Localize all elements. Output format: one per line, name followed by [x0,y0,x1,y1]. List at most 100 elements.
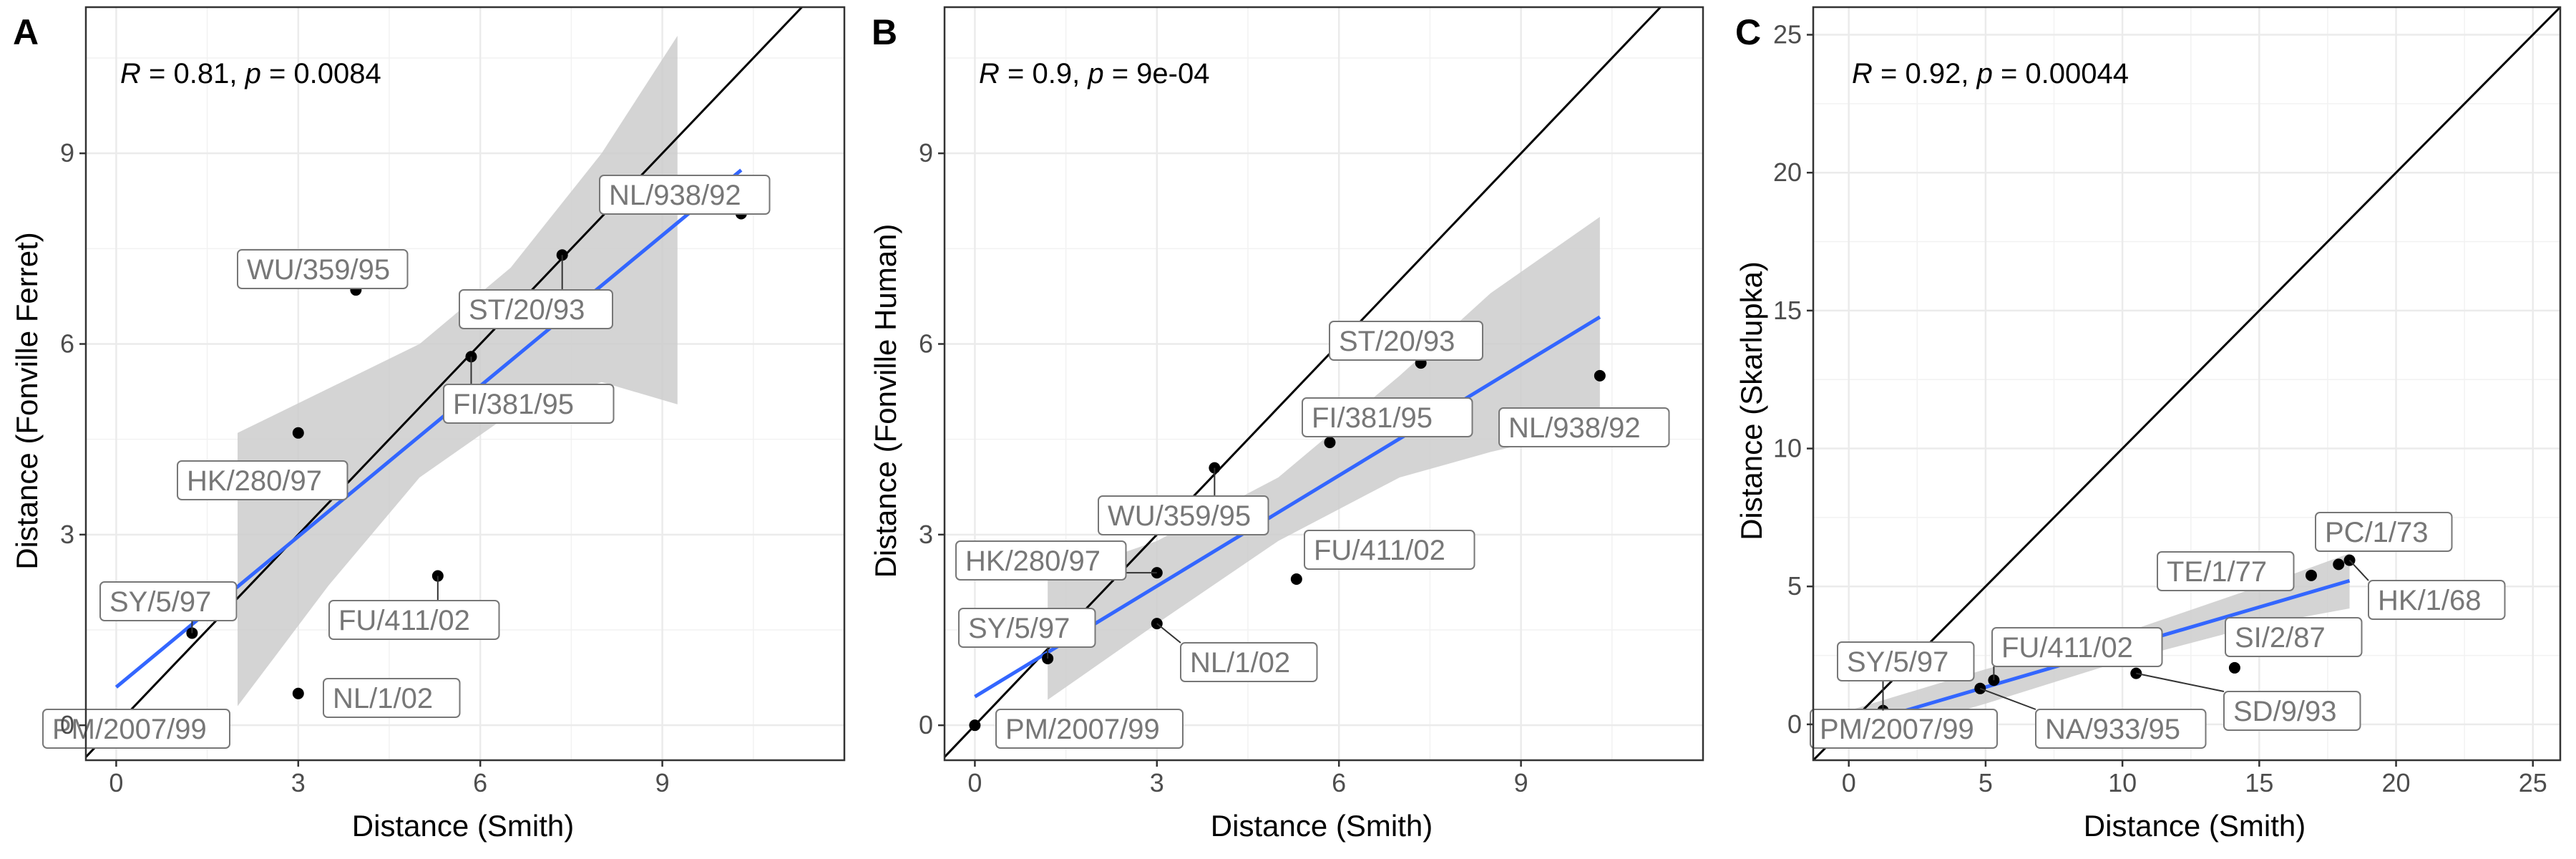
point-label-fi-381-95: FI/381/95 [1312,402,1433,434]
x-tick-label: 6 [473,768,487,797]
point-label-pc-1-73: PC/1/73 [2325,517,2429,548]
point-label-st-20-93: ST/20/93 [1339,326,1455,357]
label-box-fi-381-95 [1302,397,1473,437]
label-leader-nl-1-02 [1156,623,1181,644]
x-tick-label: 25 [2519,768,2547,797]
label-box-na-933-95 [2035,709,2207,749]
point-label-sy-5-97: SY/5/97 [109,586,211,618]
x-tick-label: 0 [109,768,123,797]
x-tick-label: 15 [2245,768,2273,797]
point-label-wu-359-95: WU/359/95 [247,254,390,286]
label-box-pm-2007-99 [995,709,1184,749]
panel-c: PM/2007/99 SY/5/97 FU/411/02 NA/933/95 SD/9/… [1735,6,2562,843]
y-tick-label: 3 [60,520,74,549]
label-box-fu-411-02 [1991,627,2163,667]
label-box-sy-5-97 [99,581,238,621]
y-tick-label: 9 [60,138,74,168]
data-point-fi-381-95 [1324,437,1336,449]
label-box-pm-2007-99 [1810,709,1998,749]
point-label-st-20-93: ST/20/93 [469,294,585,326]
panel-b-y-axis-title: Distance (Fonville Human) [869,224,902,578]
panel-a-x-axis-title: Distance (Smith) [352,809,574,843]
y-tick-label: 25 [1773,20,1802,49]
y-tick-label: 3 [919,520,933,549]
label-box-sd-9-93 [2223,691,2361,731]
data-point-nl-1-02 [292,687,304,699]
y-tick-label: 6 [60,329,74,359]
panel-a: PM/2007/99 SY/5/97 NL/1/02 HK/280/97 WU/359/… [10,6,846,843]
y-tick-label: 0 [1787,709,1802,739]
panel-c-letter: C [1735,12,1761,52]
panel-b-point-labels: PM/2007/99 SY/5/97 NL/1/02 HK/280/97WU/359/… [955,321,1670,749]
y-tick-label: 15 [1773,296,1802,325]
panel-b-x-ticks: 0 3 6 9 [967,760,1528,797]
panel-c-correlation-text: R = 0.92, p = 0.00044 [1852,58,2129,89]
y-tick-label: 9 [919,138,933,168]
label-box-fu-411-02 [328,600,500,640]
label-box-pc-1-73 [2315,512,2453,552]
label-leader-hk-1-68 [2348,559,2369,581]
label-box-fu-411-02 [1304,530,1475,570]
point-label-pm-2007-99: PM/2007/99 [1005,714,1160,745]
x-tick-label: 10 [2108,768,2137,797]
x-tick-label: 9 [1514,768,1528,797]
panel-c-point-labels: PM/2007/99 SY/5/97 FU/411/02 NA/933/95 SD/9/… [1810,512,2506,749]
panel-b-border [943,6,1704,762]
panel-b-x-axis-title: Distance (Smith) [1211,809,1433,843]
x-tick-label: 0 [967,768,982,797]
point-label-te-1-77: TE/1/77 [2167,556,2267,588]
panel-a-confidence-band [238,35,678,707]
point-label-hk-280-97: HK/280/97 [965,545,1101,577]
panel-a-letter: A [13,12,39,52]
label-box-nl-1-02 [323,678,461,718]
x-tick-label: 9 [655,768,670,797]
point-label-pm-2007-99: PM/2007/99 [52,714,207,745]
point-label-fu-411-02: FU/411/02 [2001,632,2133,664]
label-box-hk-280-97 [955,540,1127,581]
point-label-fi-381-95: FI/381/95 [453,389,574,420]
label-box-hk-280-97 [177,460,348,500]
label-box-sy-5-97 [1837,641,1975,681]
data-point-si-2-87 [2228,661,2240,674]
panel-a-border [84,6,846,762]
point-label-hk-1-68: HK/1/68 [2378,585,2482,616]
panel-c-border [1812,6,2562,762]
label-box-nl-938-92 [599,175,771,215]
point-label-nl-1-02: NL/1/02 [333,683,433,714]
y-tick-label: 10 [1773,434,1802,463]
panel-a-y-axis-title: Distance (Fonville Ferret) [10,232,44,569]
y-tick-label: 6 [919,329,933,359]
panel-a-correlation-text: R = 0.81, p = 0.0084 [120,58,381,89]
point-label-nl-1-02: NL/1/02 [1190,647,1290,679]
label-box-nl-1-02 [1180,642,1318,682]
panel-c-x-axis-title: Distance (Smith) [2084,809,2306,843]
point-label-nl-938-92: NL/938/92 [609,180,741,211]
label-box-st-20-93 [459,289,613,329]
data-point-pc-1-73 [2333,558,2345,571]
point-label-si-2-87: SI/2/87 [2235,622,2326,654]
x-tick-label: 6 [1332,768,1346,797]
label-box-pm-2007-99 [42,709,230,749]
label-box-te-1-77 [2157,551,2295,591]
panel-b: PM/2007/99 SY/5/97 NL/1/02 HK/280/97WU/359/… [869,6,1704,843]
panel-a-point-labels: PM/2007/99 SY/5/97 NL/1/02 HK/280/97 WU/359/… [42,175,771,749]
label-box-wu-359-95 [237,249,409,289]
point-label-sy-5-97: SY/5/97 [968,613,1070,644]
panel-b-letter: B [872,12,897,52]
point-label-hk-280-97: HK/280/97 [187,465,322,497]
point-label-na-933-95: NA/933/95 [2045,714,2180,745]
panel-a-y-ticks: 0 3 6 9 [60,138,86,739]
label-leader-na-933-95 [1979,687,2036,710]
data-point-fu-411-02 [1290,573,1302,585]
point-label-pm-2007-99: PM/2007/99 [1820,714,1974,745]
data-point-hk-280-97 [292,427,304,439]
panel-c-y-axis-title: Distance (Skarlupka) [1735,261,1768,540]
point-label-nl-938-92: NL/938/92 [1508,412,1641,444]
point-label-sy-5-97: SY/5/97 [1847,646,1948,678]
label-box-sy-5-97 [958,608,1096,648]
label-box-hk-1-68 [2368,580,2506,620]
label-leader-sd-9-93 [2136,672,2225,692]
label-box-si-2-87 [2225,617,2363,657]
data-point-nl-938-92 [1594,369,1606,382]
